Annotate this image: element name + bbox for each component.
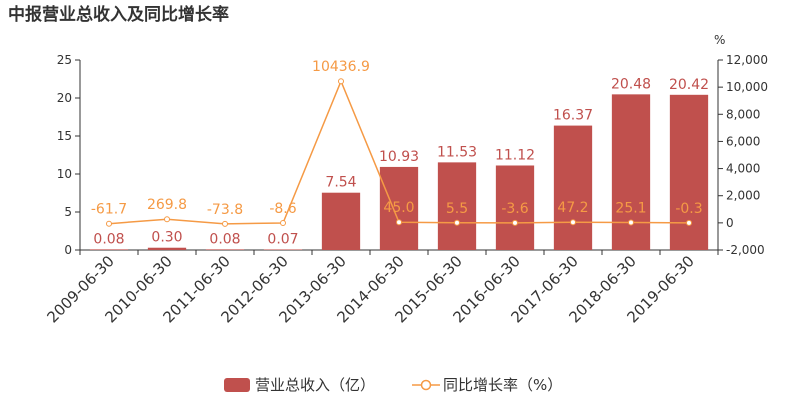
chart-title: 中报营业总收入及同比增长率 [8,4,229,25]
bar [89,249,129,250]
legend: 营业总收入（亿） 同比增长率（%） [224,376,562,394]
bar-data-label: 10.93 [379,149,419,165]
line-data-label: -73.8 [207,202,243,218]
legend-bar-swatch [224,378,250,392]
line-data-label: -3.6 [501,201,528,217]
bar-data-label: 7.54 [325,175,356,191]
left-axis-tick-label: 0 [64,243,72,257]
left-axis-tick-label: 15 [57,129,72,143]
right-axis-tick-label: 4,000 [726,162,760,176]
bar [669,94,709,250]
right-axis-tick-label: 6,000 [726,134,760,148]
bar-data-label: 11.53 [437,144,477,160]
left-axis-tick-label: 25 [57,53,72,67]
right-axis-unit: % [714,33,725,47]
bar [437,162,477,250]
line-data-label: 269.8 [147,197,187,213]
line-data-label: -8.6 [269,201,296,217]
line-point [106,220,112,227]
right-axis-tick-label: 0 [726,216,734,230]
bar [321,192,361,250]
bar [205,249,245,250]
line-point [338,78,344,85]
bar-data-label: 0.08 [209,231,240,247]
bar-data-label: 16.37 [553,108,593,124]
bar [147,247,187,250]
line-point [570,219,576,226]
line-point [686,219,692,226]
bar-data-label: 0.07 [267,231,298,247]
line-data-label: 10436.9 [312,59,370,75]
line-point [164,216,170,223]
line-point [628,219,634,226]
legend-bar-label: 营业总收入（亿） [255,376,375,394]
right-axis-tick-label: 8,000 [726,107,760,121]
bar-data-label: 0.08 [93,231,124,247]
line-point [512,219,518,226]
legend-line-label: 同比增长率（%） [443,376,562,394]
line-point [222,220,228,227]
legend-line-marker [420,379,432,391]
plot-area: 0 5 10 15 20 25 -2,000 0 2,000 4,000 6,000 8,000 10,… [43,53,768,326]
right-axis-tick-label: 2,000 [726,189,760,203]
left-axis-tick-label: 10 [57,167,72,181]
line-data-label: 25.1 [615,201,646,217]
bar [611,94,651,251]
left-axis-tick-label: 20 [57,91,72,105]
bar-data-label: 20.48 [611,76,651,92]
bar-data-label: 0.30 [151,230,182,246]
bar [495,165,535,250]
line-data-label: -0.3 [675,201,702,217]
right-axis-tick-label: 12,000 [726,53,768,67]
line-data-label: 45.0 [383,200,414,216]
line-data-label: 5.5 [446,201,468,217]
right-axis-tick-label: -2,000 [726,243,765,257]
line-point [280,219,286,226]
line-point [454,219,460,226]
right-axis-tick-label: 10,000 [726,80,768,94]
line-point [396,219,402,226]
bar [263,249,303,250]
line-data-label: -61.7 [91,202,127,218]
bar-data-label: 20.42 [669,77,709,93]
bar-data-label: 11.12 [495,147,535,163]
bar [553,125,593,250]
line-data-label: 47.2 [557,200,588,216]
bar [379,166,419,250]
left-axis-tick-label: 5 [64,205,72,219]
